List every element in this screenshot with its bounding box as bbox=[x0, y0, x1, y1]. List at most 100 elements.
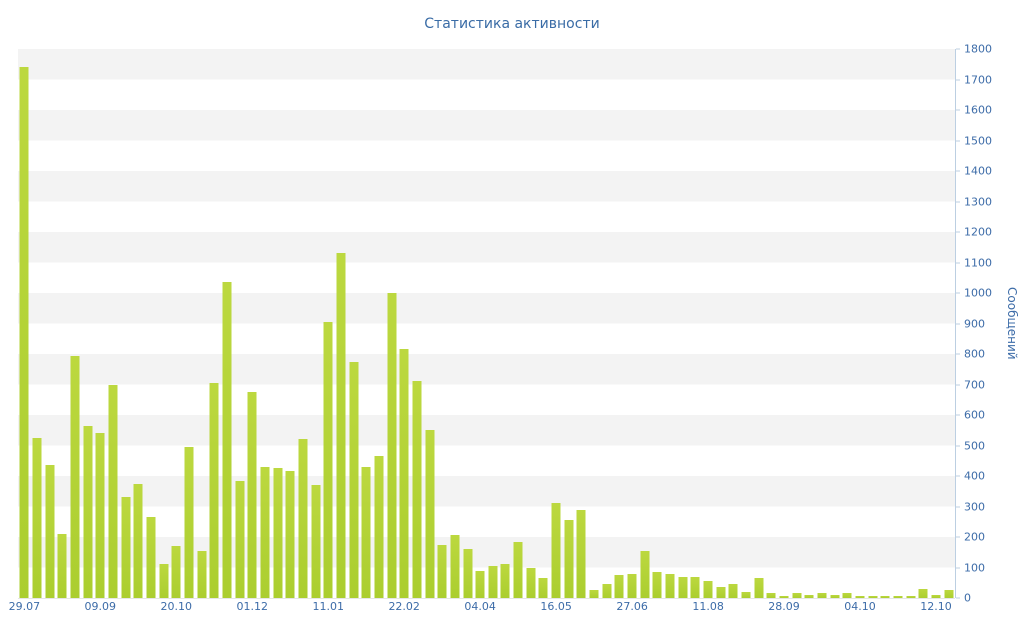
bar bbox=[336, 253, 346, 598]
bar bbox=[133, 483, 143, 598]
bar bbox=[627, 573, 637, 598]
y-tick-label: 200 bbox=[964, 530, 985, 544]
y-tick-mark bbox=[956, 170, 960, 172]
bar bbox=[792, 593, 802, 598]
chart-title: Статистика активности bbox=[424, 16, 600, 32]
bar bbox=[57, 533, 67, 598]
bar bbox=[640, 550, 650, 598]
bar bbox=[83, 425, 93, 598]
x-tick-label: 28.09 bbox=[768, 600, 800, 613]
bar bbox=[247, 392, 257, 598]
y-tick-label: 500 bbox=[964, 439, 985, 452]
bar bbox=[488, 565, 498, 598]
bar bbox=[19, 67, 29, 598]
bar bbox=[868, 596, 878, 598]
bar bbox=[931, 594, 941, 598]
bar bbox=[842, 593, 852, 598]
bar bbox=[855, 596, 865, 598]
bar bbox=[323, 321, 333, 598]
plot-area bbox=[18, 49, 955, 599]
bar bbox=[741, 591, 751, 598]
bar bbox=[893, 596, 903, 598]
x-tick-label: 12.10 bbox=[920, 600, 952, 613]
bar bbox=[779, 596, 789, 598]
y-tick-mark bbox=[956, 353, 960, 355]
bar bbox=[830, 594, 840, 598]
y-tick-mark bbox=[956, 323, 960, 324]
bar bbox=[564, 520, 574, 598]
bar bbox=[703, 581, 713, 598]
y-tick-mark bbox=[956, 567, 960, 568]
bar bbox=[538, 578, 548, 598]
y-tick-mark bbox=[956, 201, 960, 202]
bar bbox=[526, 567, 536, 598]
y-tick-label: 100 bbox=[964, 561, 985, 574]
bar bbox=[121, 497, 131, 598]
y-tick-mark bbox=[956, 506, 960, 507]
bar bbox=[754, 578, 764, 598]
y-tick-mark bbox=[956, 79, 960, 80]
bar bbox=[944, 590, 954, 598]
y-tick-mark bbox=[956, 262, 960, 263]
x-tick-label: 27.06 bbox=[616, 600, 648, 613]
y-tick-mark bbox=[956, 597, 960, 599]
y-tick-label: 800 bbox=[964, 347, 985, 361]
bar bbox=[652, 572, 662, 598]
bar bbox=[374, 456, 384, 598]
bar bbox=[45, 465, 55, 598]
y-tick-label: 0 bbox=[964, 591, 971, 605]
y-tick-label: 1000 bbox=[964, 286, 992, 300]
x-tick-label: 11.01 bbox=[312, 600, 344, 613]
x-tick-label: 16.05 bbox=[540, 600, 572, 613]
bar bbox=[184, 447, 194, 598]
bar bbox=[235, 480, 245, 598]
y-tick-label: 1500 bbox=[964, 134, 992, 147]
bar bbox=[576, 509, 586, 598]
x-axis: 29.07 09.09 20.10 01.12 11.01 22.02 04.04 16.05… bbox=[9, 600, 955, 618]
bar bbox=[285, 471, 295, 598]
bar bbox=[70, 355, 80, 598]
bar bbox=[171, 546, 181, 598]
bar bbox=[880, 596, 890, 598]
y-tick-mark bbox=[956, 384, 960, 385]
y-axis: 0 100 200 300 400 500 600 700 800 900 1000 1100 1200… bbox=[955, 43, 1004, 605]
bar bbox=[500, 564, 510, 598]
bar bbox=[678, 576, 688, 598]
bar bbox=[399, 349, 409, 598]
y-tick-label: 1200 bbox=[964, 225, 992, 239]
y-tick-label: 1800 bbox=[964, 42, 992, 56]
bar bbox=[273, 468, 283, 598]
bar bbox=[589, 590, 599, 598]
bar bbox=[513, 541, 523, 598]
x-tick-label: 29.07 bbox=[8, 600, 41, 613]
bar bbox=[349, 361, 359, 598]
y-tick-label: 1100 bbox=[964, 256, 992, 269]
bar bbox=[437, 544, 447, 598]
bar bbox=[311, 485, 321, 598]
bar bbox=[425, 430, 435, 598]
bar bbox=[260, 466, 270, 598]
bar bbox=[298, 439, 308, 598]
x-tick-label: 20.10 bbox=[160, 600, 193, 613]
y-tick-mark bbox=[956, 109, 960, 111]
x-tick-label: 04.04 bbox=[464, 600, 496, 613]
bar bbox=[716, 587, 726, 598]
bar bbox=[614, 575, 624, 598]
y-tick-mark bbox=[956, 445, 960, 446]
bar bbox=[32, 437, 42, 598]
bar bbox=[918, 588, 928, 598]
bar bbox=[361, 466, 371, 598]
x-tick-label: 22.02 bbox=[388, 600, 420, 613]
bar bbox=[906, 596, 916, 598]
x-tick-label: 11.08 bbox=[692, 600, 724, 613]
y-tick-label: 300 bbox=[964, 500, 985, 513]
bar bbox=[804, 594, 814, 598]
bar bbox=[766, 593, 776, 598]
y-tick-label: 600 bbox=[964, 408, 985, 422]
x-tick-label: 01.12 bbox=[236, 600, 269, 613]
y-tick-mark bbox=[956, 231, 960, 233]
y-axis-title: Сообщений bbox=[1005, 287, 1019, 360]
y-tick-mark bbox=[956, 414, 960, 416]
bar bbox=[197, 550, 207, 598]
bar bbox=[159, 564, 169, 598]
